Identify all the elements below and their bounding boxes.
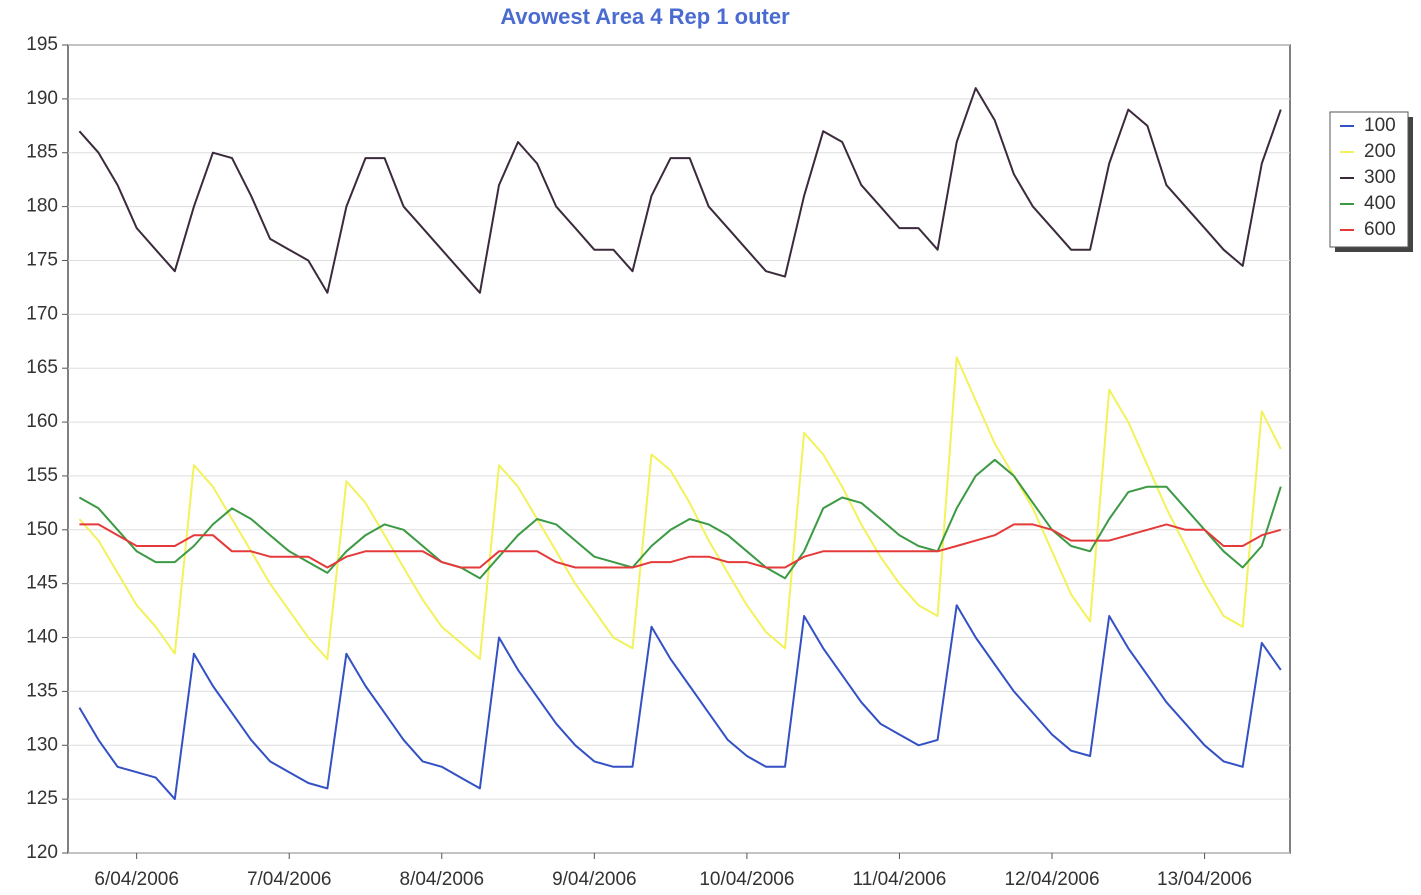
x-tick-label: 13/04/2006 xyxy=(1157,869,1252,890)
x-tick-label: 6/04/2006 xyxy=(94,869,179,890)
y-tick-label: 170 xyxy=(26,303,58,324)
x-tick-label: 8/04/2006 xyxy=(400,869,485,890)
plot-frame xyxy=(67,44,1291,854)
y-tick-label: 135 xyxy=(26,680,58,701)
y-tick-label: 175 xyxy=(26,249,58,270)
legend-box xyxy=(1329,111,1409,248)
x-tick-label: 12/04/2006 xyxy=(1004,869,1099,890)
series-line xyxy=(78,604,1282,801)
y-tick-label: 190 xyxy=(26,88,58,109)
legend-label: 400 xyxy=(1364,193,1396,214)
y-tick-label: 150 xyxy=(26,519,58,540)
series-line xyxy=(78,356,1282,661)
y-tick-label: 185 xyxy=(26,142,58,163)
y-tick-label: 165 xyxy=(26,357,58,378)
series-line xyxy=(78,87,1282,294)
series-line xyxy=(79,523,1282,569)
y-tick-label: 160 xyxy=(26,411,58,432)
legend-label: 600 xyxy=(1364,219,1396,240)
x-tick-label: 9/04/2006 xyxy=(552,869,637,890)
y-tick-label: 180 xyxy=(26,196,58,217)
legend-label: 200 xyxy=(1364,141,1396,162)
y-tick-label: 155 xyxy=(26,465,58,486)
y-tick-label: 125 xyxy=(26,788,58,809)
y-tick-label: 120 xyxy=(26,842,58,863)
legend-label: 100 xyxy=(1364,115,1396,136)
chart-title: Avowest Area 4 Rep 1 outer xyxy=(500,4,790,29)
y-tick-label: 130 xyxy=(26,734,58,755)
y-tick-label: 195 xyxy=(26,34,58,55)
y-tick-label: 145 xyxy=(26,573,58,594)
y-tick-label: 140 xyxy=(26,627,58,648)
x-tick-label: 11/04/2006 xyxy=(853,869,947,890)
series-line xyxy=(78,458,1282,580)
legend-label: 300 xyxy=(1364,167,1396,188)
x-tick-label: 7/04/2006 xyxy=(247,869,332,890)
x-tick-label: 10/04/2006 xyxy=(699,869,794,890)
